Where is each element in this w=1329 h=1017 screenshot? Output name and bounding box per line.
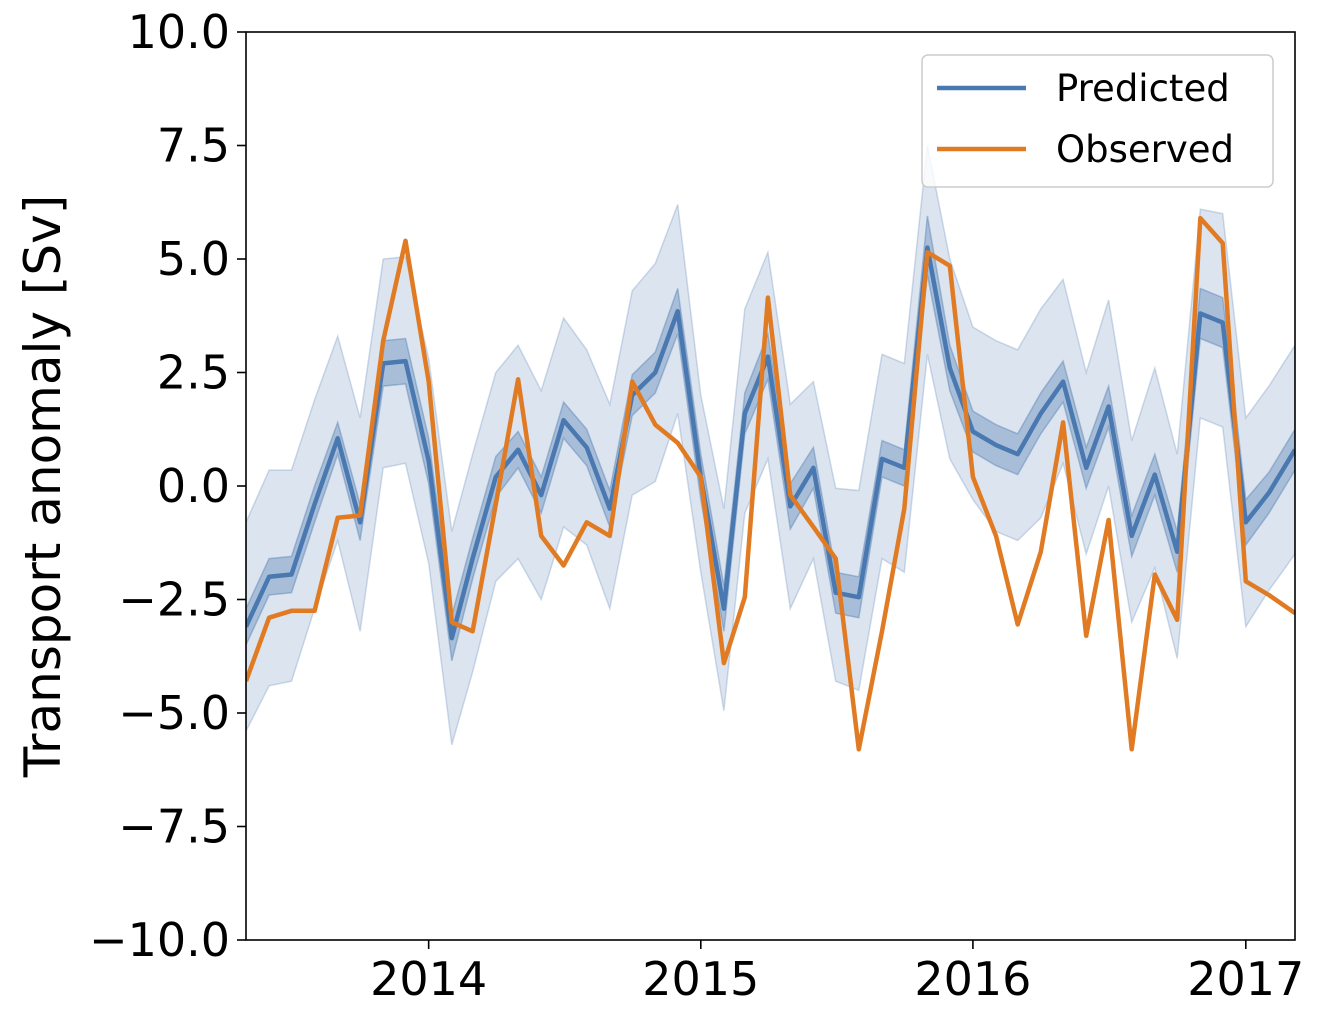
x-axis: 2014 2015 2016 2017 — [370, 940, 1304, 1006]
y-tick-label: 0.0 — [157, 459, 230, 513]
outer-uncertainty-band — [246, 145, 1295, 746]
series-line-predicted — [246, 245, 1295, 641]
y-tick-label: −2.5 — [118, 573, 230, 627]
inner-uncertainty-band — [246, 215, 1295, 661]
y-tick-label: 5.0 — [157, 232, 230, 286]
plot-area — [246, 145, 1295, 752]
series-lines — [246, 215, 1295, 752]
x-tick-label: 2016 — [914, 952, 1031, 1006]
y-tick-label: −7.5 — [118, 800, 230, 854]
x-tick-label: 2017 — [1187, 952, 1304, 1006]
y-axis-label: Transport anomaly [Sv] — [14, 195, 72, 779]
legend-label: Predicted — [1056, 67, 1230, 110]
y-tick-label: 7.5 — [157, 119, 230, 173]
series-line-observed — [246, 215, 1295, 752]
y-tick-label: 10.0 — [128, 5, 230, 59]
legend: Predicted Observed — [921, 54, 1274, 188]
y-tick-label: −5.0 — [118, 686, 230, 740]
confidence-bands — [246, 145, 1295, 746]
y-tick-label: −10.0 — [89, 913, 230, 967]
y-axis: 10.0 7.5 5.0 2.5 0.0 −2.5 −5.0 −7.5 −10.0 — [89, 5, 246, 967]
x-tick-label: 2015 — [642, 952, 759, 1006]
legend-label: Observed — [1056, 128, 1234, 171]
y-tick-label: 2.5 — [157, 346, 230, 400]
x-tick-label: 2014 — [370, 952, 487, 1006]
